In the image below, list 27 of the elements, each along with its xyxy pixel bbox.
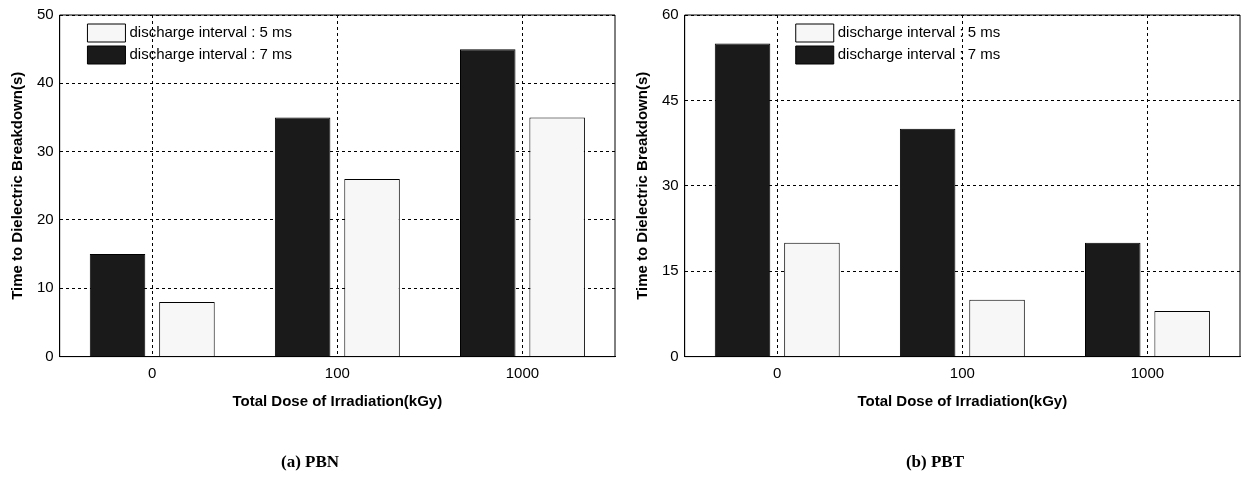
y-axis-title: Time to Dielectric Breakdown(s) xyxy=(633,71,651,300)
y-tick-label: 50 xyxy=(37,5,54,23)
y-tick-label: 0 xyxy=(45,346,54,364)
x-tick-label: 100 xyxy=(324,363,350,381)
x-tick-label: 0 xyxy=(148,363,157,381)
y-tick-label: 40 xyxy=(37,73,54,91)
legend-label: discharge interval : 7 ms xyxy=(837,45,1001,63)
y-tick-label: 15 xyxy=(662,261,679,279)
y-tick-label: 30 xyxy=(37,141,54,159)
y-tick-label: 10 xyxy=(37,278,54,296)
x-axis-title: Total Dose of Irradiation(kGy) xyxy=(857,391,1068,409)
y-tick-label: 0 xyxy=(670,346,679,364)
legend-label: discharge interval : 5 ms xyxy=(129,23,293,41)
y-tick-label: 45 xyxy=(662,90,679,108)
legend-label: discharge interval : 5 ms xyxy=(837,23,1001,41)
y-tick-label: 60 xyxy=(662,5,679,23)
text: (b) PBT xyxy=(905,452,965,472)
x-tick-label: 1000 xyxy=(505,363,540,381)
legend-label: discharge interval : 7 ms xyxy=(129,45,293,63)
x-tick-label: 1000 xyxy=(1130,363,1165,381)
y-axis-title: Time to Dielectric Breakdown(s) xyxy=(8,71,26,300)
y-tick-label: 30 xyxy=(662,175,679,193)
x-tick-label: 0 xyxy=(773,363,782,381)
x-tick-label: 100 xyxy=(949,363,975,381)
y-tick-label: 20 xyxy=(37,210,54,228)
text: (a) PBN xyxy=(280,452,340,472)
x-axis-title: Total Dose of Irradiation(kGy) xyxy=(232,391,443,409)
